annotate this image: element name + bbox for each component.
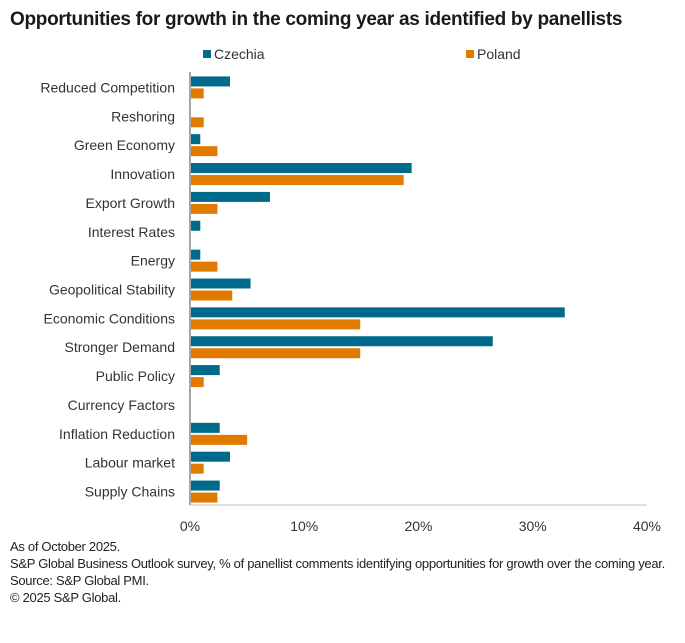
footer-copyright: © 2025 S&P Global. [10, 590, 121, 605]
category-label: Labour market [85, 455, 175, 471]
legend-swatch-czechia [203, 50, 211, 58]
bar-czechia-reduced-competition [191, 76, 230, 87]
footer-as-of: As of October 2025. [10, 539, 120, 554]
chart-footer: As of October 2025. S&P Global Business … [10, 538, 680, 606]
category-label: Energy [131, 253, 175, 269]
footer-source: Source: S&P Global PMI. [10, 573, 149, 588]
category-label: Geopolitical Stability [49, 282, 175, 298]
bar-poland-labour-market [191, 463, 204, 474]
legend-item-czechia: Czechia [203, 46, 265, 62]
bar-poland-green-economy [191, 146, 218, 157]
bar-czechia-public-policy [191, 365, 220, 376]
x-tick-label: 0% [180, 518, 200, 534]
bar-poland-public-policy [191, 377, 204, 388]
bar-poland-reshoring [191, 117, 204, 128]
category-label: Interest Rates [88, 224, 175, 240]
legend-label-czechia: Czechia [214, 46, 265, 62]
category-label: Export Growth [86, 195, 175, 211]
category-label: Green Economy [74, 137, 175, 153]
bar-czechia-inflation-reduction [191, 422, 220, 433]
legend-swatch-poland [466, 50, 474, 58]
category-label: Public Policy [96, 368, 175, 384]
category-label: Economic Conditions [43, 310, 175, 326]
bar-poland-energy [191, 261, 218, 272]
bar-poland-inflation-reduction [191, 434, 248, 445]
bar-czechia-geopolitical-stability [191, 278, 251, 289]
category-label: Reshoring [111, 108, 175, 124]
bar-czechia-stronger-demand [191, 336, 493, 347]
x-tick-label: 40% [633, 518, 661, 534]
bar-poland-geopolitical-stability [191, 290, 233, 301]
category-label: Inflation Reduction [59, 426, 175, 442]
bar-czechia-export-growth [191, 191, 270, 202]
x-tick-label: 30% [519, 518, 547, 534]
bar-czechia-interest-rates [191, 220, 201, 231]
bar-poland-stronger-demand [191, 348, 361, 359]
bar-poland-supply-chains [191, 492, 218, 503]
legend-item-poland: Poland [466, 46, 521, 62]
chart-title: Opportunities for growth in the coming y… [10, 9, 623, 30]
bar-czechia-energy [191, 249, 201, 260]
category-label: Innovation [110, 166, 175, 182]
category-label: Supply Chains [85, 484, 175, 500]
category-label: Reduced Competition [40, 79, 175, 95]
category-label: Stronger Demand [64, 339, 175, 355]
bar-poland-export-growth [191, 203, 218, 214]
bar-czechia-labour-market [191, 451, 230, 462]
bar-czechia-innovation [191, 163, 412, 174]
category-label: Currency Factors [68, 397, 175, 413]
bar-poland-reduced-competition [191, 88, 204, 99]
bar-czechia-economic-conditions [191, 307, 565, 318]
bar-chart: Reduced Competition Reshoring Green Econom… [40, 72, 661, 534]
x-tick-label: 10% [290, 518, 318, 534]
legend-label-poland: Poland [477, 46, 521, 62]
bar-czechia-green-economy [191, 134, 201, 145]
x-tick-label: 20% [404, 518, 432, 534]
bar-poland-economic-conditions [191, 319, 361, 330]
bar-poland-innovation [191, 175, 404, 186]
bar-czechia-supply-chains [191, 480, 220, 491]
footer-description: S&P Global Business Outlook survey, % of… [10, 556, 665, 571]
